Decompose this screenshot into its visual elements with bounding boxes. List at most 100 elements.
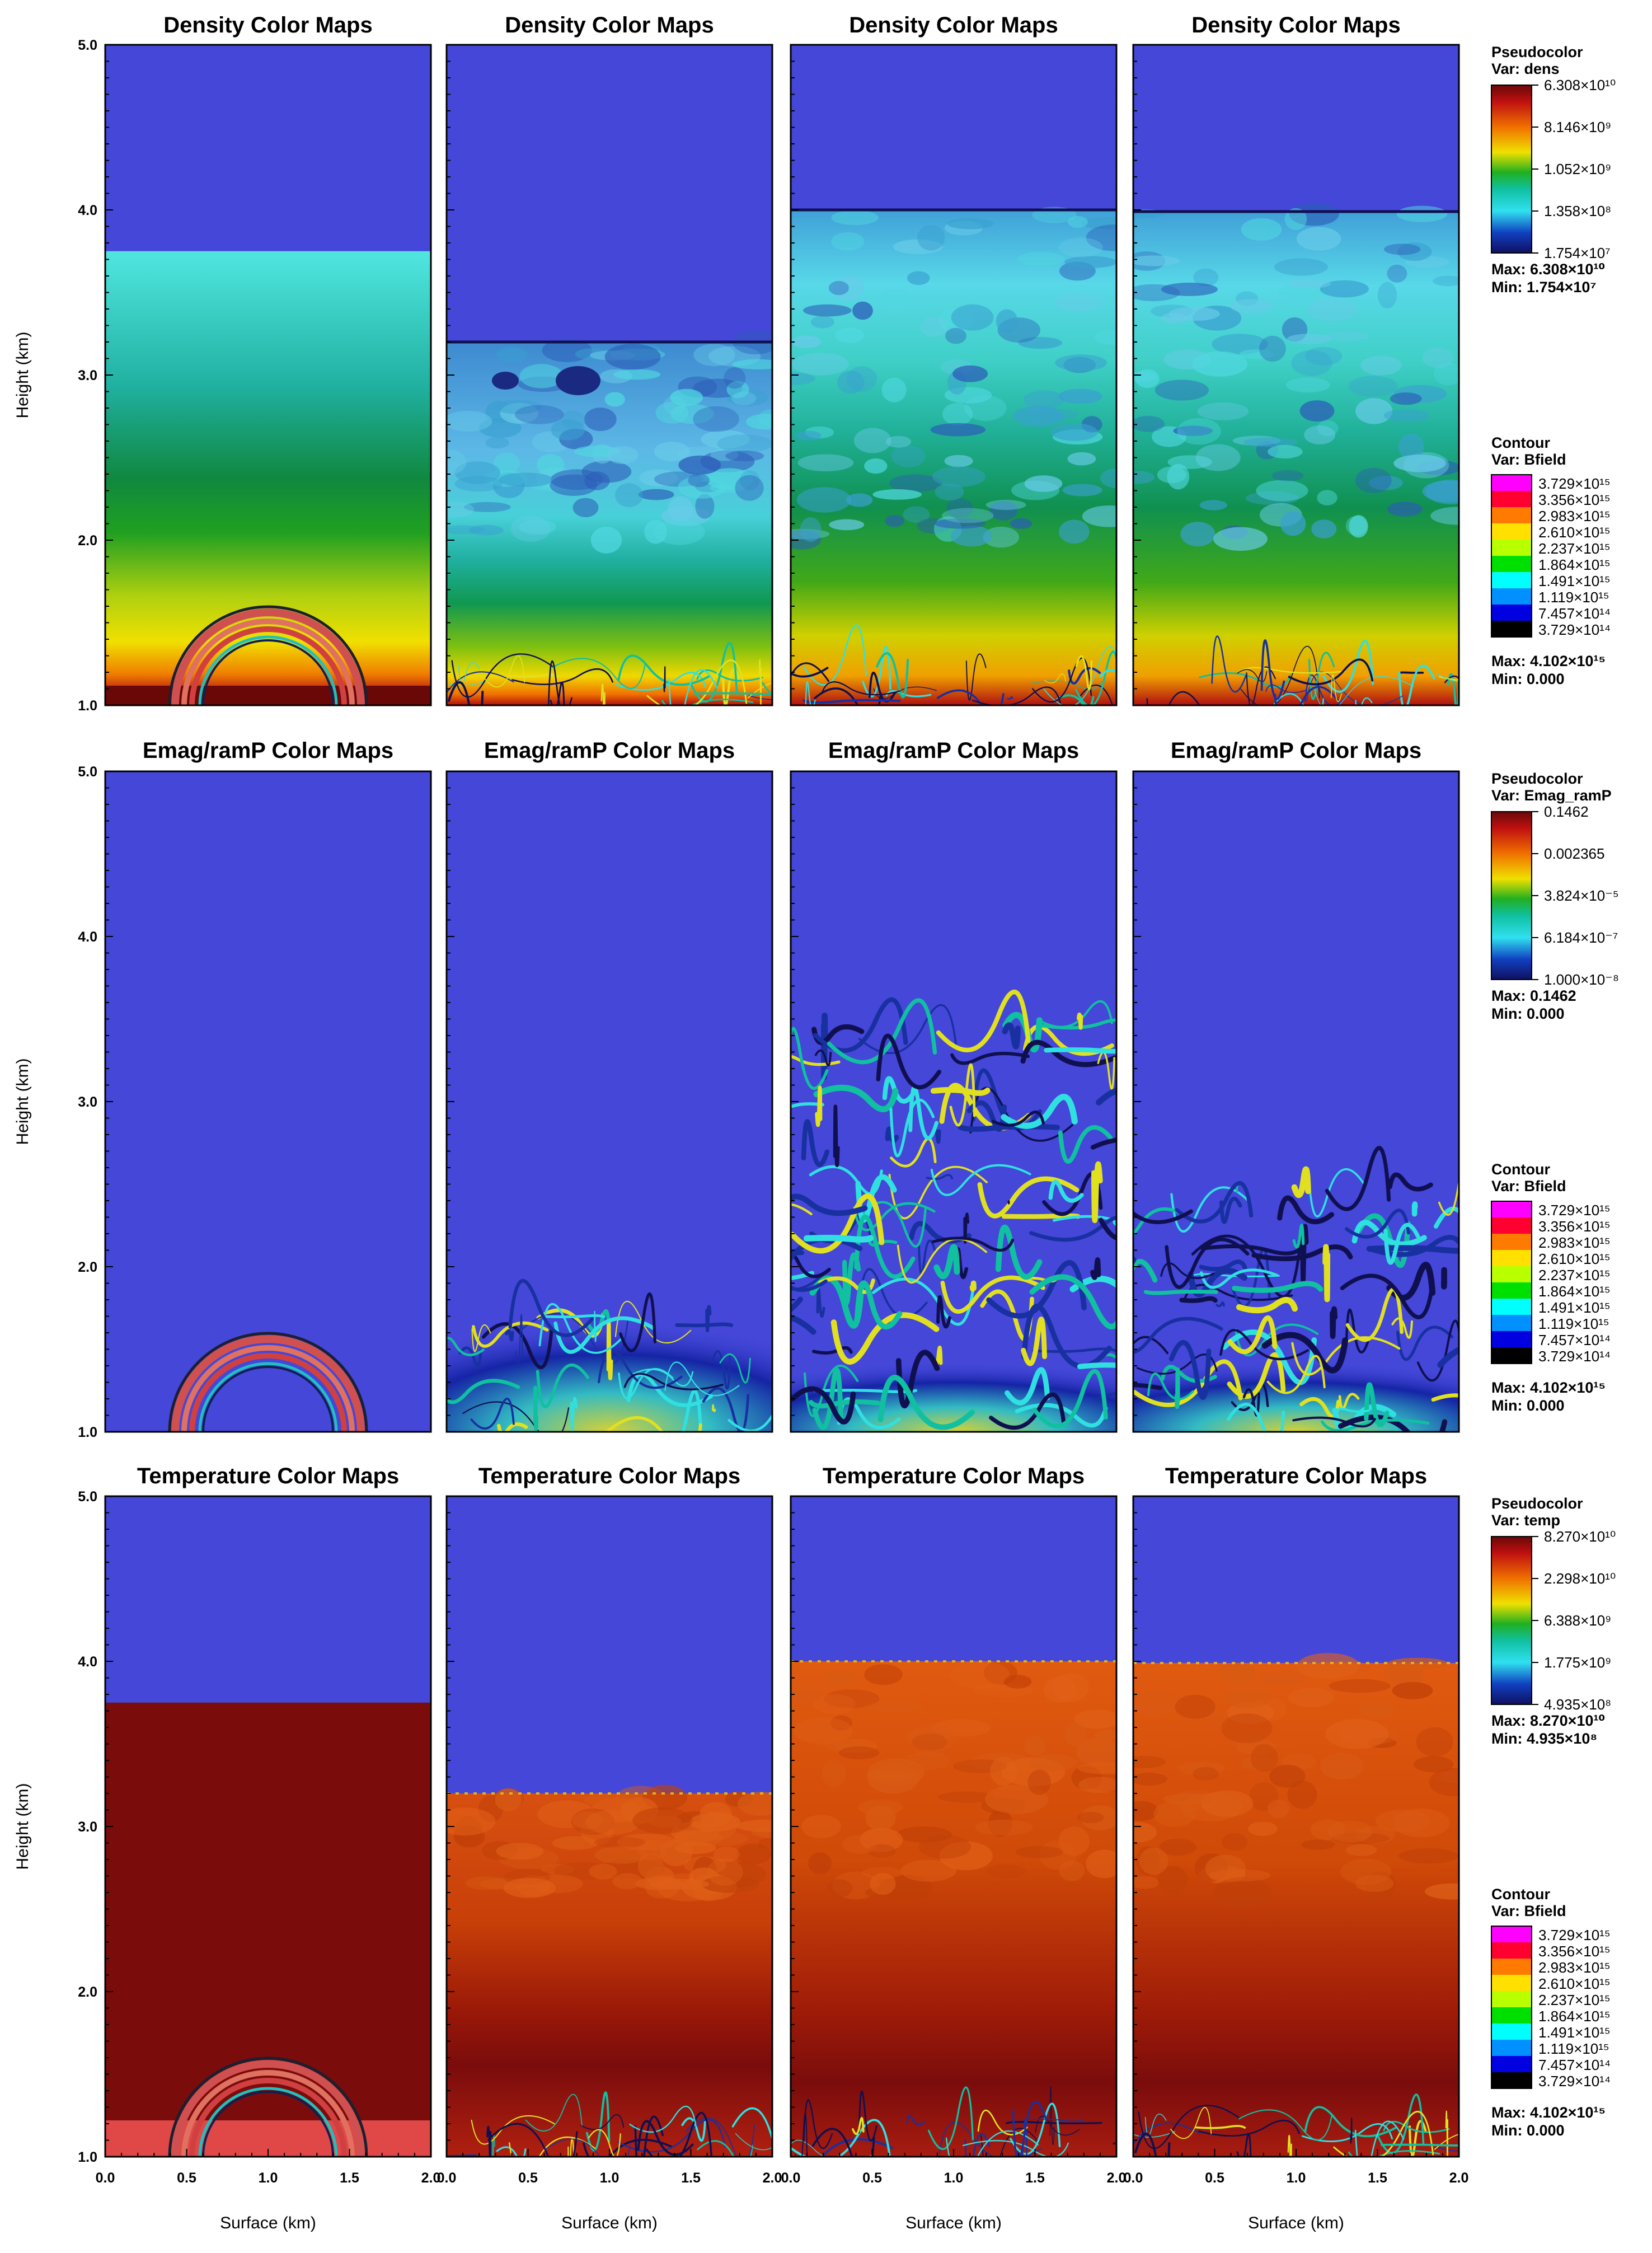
- x-tick-label-0.0: 0.0: [96, 2170, 115, 2186]
- texture-blob: [1059, 1860, 1085, 1881]
- texture-blob: [1159, 1838, 1196, 1856]
- swirl-filament: [969, 1280, 977, 1292]
- swirl-filament: [645, 2111, 713, 2157]
- x-tick-label-1.0: 1.0: [944, 2170, 964, 2186]
- swirl-filament: [1133, 1259, 1158, 1283]
- texture-blob: [1222, 1684, 1274, 1709]
- texture-blob: [830, 1715, 853, 1731]
- swirl-filament: [1133, 2131, 1175, 2138]
- texture-blob: [678, 476, 726, 499]
- contour-bar-frame: [1491, 1201, 1532, 1364]
- y-tick-label-5.0: 5.0: [78, 1489, 97, 1505]
- contour-label: 7.457×10¹⁴: [1538, 2057, 1611, 2073]
- texture-blob: [553, 1862, 612, 1880]
- swirl-filament: [930, 1087, 991, 1096]
- contour-swatch: [1491, 1266, 1532, 1282]
- texture-blob: [867, 1758, 924, 1787]
- swirl-filament: [702, 1387, 750, 1432]
- texture-blob: [559, 1838, 585, 1849]
- row-3-title-2: Temperature Color Maps: [478, 1464, 740, 1488]
- texture-blob: [907, 1725, 957, 1752]
- swirl-filament: [618, 1367, 674, 1399]
- texture-blob: [1029, 1754, 1077, 1772]
- swirl-filament: [1325, 1146, 1391, 1211]
- swirl-filament: [1190, 1273, 1280, 1277]
- swirl-filament: [1032, 1369, 1108, 1428]
- swirl-filament: [1345, 1209, 1410, 1239]
- texture-blob: [1413, 1756, 1454, 1773]
- contour-swatch: [1491, 2056, 1532, 2072]
- swirl-filament: [1219, 1329, 1309, 1361]
- contour-max: Max: 4.102×10¹⁵: [1491, 1379, 1606, 1396]
- swirl-filament: [1227, 1402, 1285, 1432]
- swirl-filament: [1355, 697, 1373, 705]
- contour-label: 3.356×10¹⁵: [1538, 1943, 1611, 1960]
- swirl-filament: [536, 1364, 589, 1408]
- pseudocolor-bar: [1491, 811, 1532, 980]
- swirl-filament: [1307, 1168, 1365, 1217]
- swirl-filament: [1335, 1407, 1370, 1413]
- texture-blob: [693, 344, 735, 367]
- swirl-filament: [458, 662, 480, 685]
- texture-blob: [1230, 299, 1272, 314]
- swirl-filament: [1437, 673, 1459, 682]
- panel-r3-c1-loop-arc-0: [168, 2057, 368, 2157]
- texture-blob: [1086, 1849, 1116, 1879]
- texture-blob: [1217, 1662, 1256, 1684]
- texture-blob: [454, 476, 503, 492]
- swirl-filament: [685, 2117, 755, 2157]
- swirl-filament: [1174, 1367, 1180, 1409]
- row-1-title-3: Density Color Maps: [849, 13, 1058, 38]
- swirl-filament: [1029, 1215, 1116, 1242]
- texture-blob: [503, 1877, 556, 1898]
- swirl-filament: [550, 681, 565, 705]
- swirl-filament: [1076, 1013, 1083, 1030]
- texture-blob: [1360, 355, 1402, 376]
- texture-blob: [1163, 1793, 1214, 1805]
- texture-blob: [1197, 402, 1249, 420]
- swirl-filament: [1431, 1393, 1459, 1402]
- swirl-filament: [1396, 1325, 1453, 1361]
- texture-blob: [1074, 1709, 1116, 1729]
- swirl-filament: [1312, 676, 1414, 705]
- swirl-filament: [1160, 1262, 1215, 1280]
- texture-blob: [935, 483, 964, 501]
- contour-label: 1.864×10¹⁵: [1538, 556, 1611, 573]
- texture-blob: [1238, 349, 1274, 359]
- contour-bar-frame: [1491, 1926, 1532, 2089]
- texture-blob: [831, 232, 865, 251]
- panel-r1-c1-base-layer: [105, 686, 431, 705]
- panel-r3-c4: [1132, 1495, 1460, 2158]
- texture-blob: [941, 508, 994, 523]
- swirl-filament: [1292, 1416, 1376, 1428]
- texture-blob: [932, 466, 986, 488]
- swirl-filament: [791, 2119, 891, 2157]
- texture-blob: [1425, 1883, 1459, 1900]
- swirl-filament: [992, 1111, 1045, 1127]
- texture-blob: [1133, 1755, 1166, 1768]
- swirl-filament: [1236, 2133, 1252, 2157]
- texture-blob: [947, 218, 994, 229]
- texture-blob: [862, 1866, 903, 1879]
- texture-blob: [1384, 243, 1421, 255]
- contour-label: 2.610×10¹⁵: [1538, 1250, 1611, 1267]
- swirl-filament: [728, 1413, 772, 1432]
- swirl-filament: [1238, 2109, 1333, 2140]
- texture-blob: [985, 1784, 1048, 1814]
- swirl-filament: [1133, 1207, 1189, 1236]
- contour-bar-frame: [1491, 474, 1532, 638]
- texture-blob: [1055, 354, 1107, 371]
- swirl-filament: [1075, 655, 1093, 691]
- texture-blob: [710, 448, 739, 461]
- contour-swatch: [1491, 2007, 1532, 2024]
- swirl-filament: [1044, 1047, 1116, 1054]
- swirl-filament: [811, 2128, 875, 2157]
- texture-blob: [808, 1852, 832, 1875]
- contour-swatch: [1491, 605, 1532, 621]
- swirl-filament: [719, 1353, 751, 1384]
- swirl-filament: [637, 2120, 694, 2156]
- contour-swatch: [1491, 556, 1532, 572]
- swirl-filament: [801, 1119, 830, 1167]
- texture-blob: [1271, 470, 1304, 481]
- texture-blob: [1317, 490, 1337, 505]
